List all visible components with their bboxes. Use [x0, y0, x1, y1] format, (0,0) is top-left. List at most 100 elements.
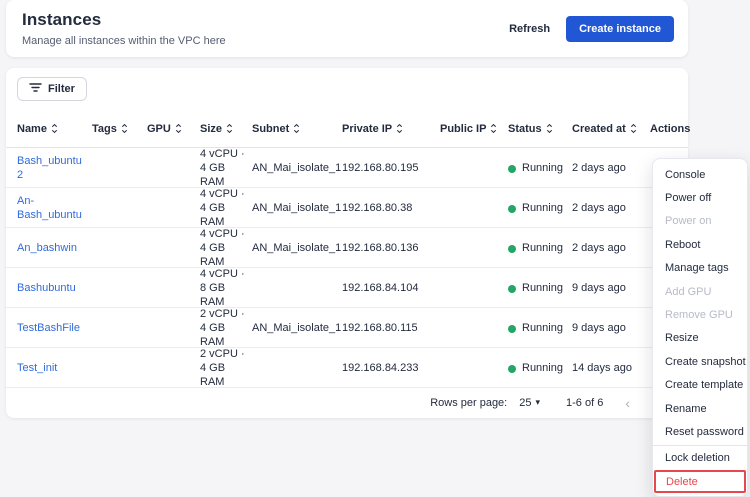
- cell-size: 2 vCPU · 4 GB RAM: [200, 348, 245, 388]
- table-row: An_bashwin 4 vCPU · 4 GB RAM AN_Mai_isol…: [6, 228, 688, 268]
- column-header-status[interactable]: Status: [508, 123, 572, 135]
- menu-item-rename[interactable]: Rename: [665, 402, 707, 415]
- column-header-size[interactable]: Size: [200, 123, 252, 135]
- chevron-down-icon: ▾: [535, 397, 541, 407]
- cell-created-at: 2 days ago: [572, 241, 626, 254]
- cell-created-at: 9 days ago: [572, 321, 626, 334]
- cell-name: Bash_ubuntu2: [17, 155, 92, 183]
- cell-name: An_bashwin: [17, 242, 92, 256]
- cell-subnet: AN_Mai_isolate_1: [252, 241, 342, 254]
- cell-size: 2 vCPU · 4 GB RAM: [200, 308, 245, 348]
- previous-page-button[interactable]: ‹: [625, 394, 630, 411]
- sort-icon: [293, 123, 300, 134]
- refresh-button[interactable]: Refresh: [505, 17, 554, 41]
- instance-name-link[interactable]: Bashubuntu: [17, 281, 76, 294]
- column-header-created-at[interactable]: Created at: [572, 123, 650, 135]
- column-header-public-ip[interactable]: Public IP: [440, 123, 508, 135]
- cell-private-ip: 192.168.84.233: [342, 361, 419, 374]
- cell-size: 4 vCPU · 4 GB RAM: [200, 188, 245, 228]
- instance-name-link[interactable]: TestBashFile: [17, 321, 80, 334]
- cell-private-ip: 192.168.84.104: [342, 281, 419, 294]
- table-header-row: Name Tags GPU Size Subnet Private IP Pub…: [6, 110, 690, 148]
- sort-icon: [226, 123, 233, 134]
- sort-icon: [546, 123, 553, 134]
- status-label: Running: [522, 241, 563, 254]
- cell-name: An-Bash_ubuntu: [17, 195, 92, 223]
- status-label: Running: [522, 201, 563, 214]
- column-header-gpu[interactable]: GPU: [147, 123, 200, 135]
- instance-name-link[interactable]: An_bashwin: [17, 241, 77, 254]
- status-label: Running: [522, 161, 563, 174]
- table-row: An-Bash_ubuntu 4 vCPU · 4 GB RAM AN_Mai_…: [6, 188, 688, 228]
- column-label: Tags: [92, 122, 117, 135]
- column-label: Status: [508, 122, 542, 135]
- cell-private-ip: 192.168.80.38: [342, 201, 413, 214]
- column-label: Size: [200, 122, 223, 135]
- sort-icon: [490, 123, 497, 134]
- column-header-name[interactable]: Name: [17, 123, 92, 135]
- instance-name-link[interactable]: An-Bash_ubuntu: [17, 194, 82, 221]
- actions-context-menu: Console Power off Power on Reboot Manage…: [652, 158, 748, 497]
- page-title: Instances: [22, 10, 102, 29]
- rows-per-page-select[interactable]: 25 ▾: [519, 397, 540, 409]
- cell-created-at: 2 days ago: [572, 161, 626, 174]
- column-label: Subnet: [252, 122, 290, 135]
- column-label: Private IP: [342, 122, 393, 135]
- menu-item-lock-deletion[interactable]: Lock deletion: [665, 452, 730, 465]
- create-instance-button[interactable]: Create instance: [566, 15, 674, 42]
- filter-label: Filter: [48, 83, 75, 95]
- cell-name: TestBashFile: [17, 322, 92, 336]
- column-header-tags[interactable]: Tags: [92, 123, 147, 135]
- menu-item-reboot[interactable]: Reboot: [665, 238, 701, 251]
- table-row: TestBashFile 2 vCPU · 4 GB RAM AN_Mai_is…: [6, 308, 688, 348]
- cell-status: Running: [508, 362, 572, 376]
- pagination-range: 1-6 of 6: [566, 396, 604, 409]
- column-label: GPU: [147, 122, 171, 135]
- status-dot: [508, 164, 516, 173]
- sort-icon: [630, 123, 637, 134]
- cell-subnet: AN_Mai_isolate_1: [252, 161, 342, 174]
- instance-name-link[interactable]: Test_init: [17, 361, 58, 374]
- cell-private-ip: 192.168.80.115: [342, 321, 418, 334]
- page-header-text: Instances Manage all instances within th…: [22, 10, 226, 47]
- menu-item-power-on: Power on: [665, 215, 712, 228]
- status-dot: [508, 364, 516, 373]
- menu-item-resize[interactable]: Resize: [665, 332, 699, 345]
- cell-status: Running: [508, 322, 572, 336]
- column-label: Actions: [650, 122, 691, 135]
- menu-item-manage-tags[interactable]: Manage tags: [665, 262, 729, 275]
- column-label: Public IP: [440, 122, 487, 135]
- menu-item-delete[interactable]: Delete: [654, 470, 746, 494]
- instance-name-link[interactable]: Bash_ubuntu2: [17, 154, 82, 181]
- menu-item-reset-password[interactable]: Reset password: [665, 425, 744, 438]
- page-header: Instances Manage all instances within th…: [6, 0, 688, 57]
- menu-item-create-snapshot[interactable]: Create snapshot: [665, 355, 746, 368]
- cell-name: Test_init: [17, 362, 92, 376]
- filter-button[interactable]: Filter: [17, 77, 87, 101]
- cell-status: Running: [508, 242, 572, 256]
- status-dot: [508, 204, 516, 213]
- menu-divider: [653, 444, 747, 446]
- menu-item-remove-gpu: Remove GPU: [665, 309, 733, 322]
- status-label: Running: [522, 361, 563, 374]
- sort-icon: [175, 123, 182, 134]
- pagination-bar: Rows per page: 25 ▾ 1-6 of 6 ‹: [6, 388, 688, 417]
- menu-item-create-template[interactable]: Create template: [665, 379, 744, 392]
- filter-icon: [29, 82, 42, 96]
- column-header-private-ip[interactable]: Private IP: [342, 123, 440, 135]
- cell-size: 4 vCPU · 4 GB RAM: [200, 228, 245, 268]
- column-header-actions: Actions: [650, 123, 690, 135]
- cell-status: Running: [508, 202, 572, 216]
- table-row: Test_init 2 vCPU · 4 GB RAM 192.168.84.2…: [6, 348, 688, 388]
- menu-item-power-off[interactable]: Power off: [665, 192, 712, 205]
- page-subtitle: Manage all instances within the VPC here: [22, 35, 226, 47]
- sort-icon: [51, 123, 58, 134]
- cell-subnet: AN_Mai_isolate_1: [252, 321, 342, 334]
- menu-item-console[interactable]: Console: [665, 168, 706, 181]
- status-label: Running: [522, 321, 563, 334]
- table-row: Bash_ubuntu2 4 vCPU · 4 GB RAM AN_Mai_is…: [6, 148, 688, 188]
- status-label: Running: [522, 281, 563, 294]
- column-label: Created at: [572, 122, 626, 135]
- rows-per-page-label: Rows per page:: [430, 396, 508, 409]
- column-header-subnet[interactable]: Subnet: [252, 123, 342, 135]
